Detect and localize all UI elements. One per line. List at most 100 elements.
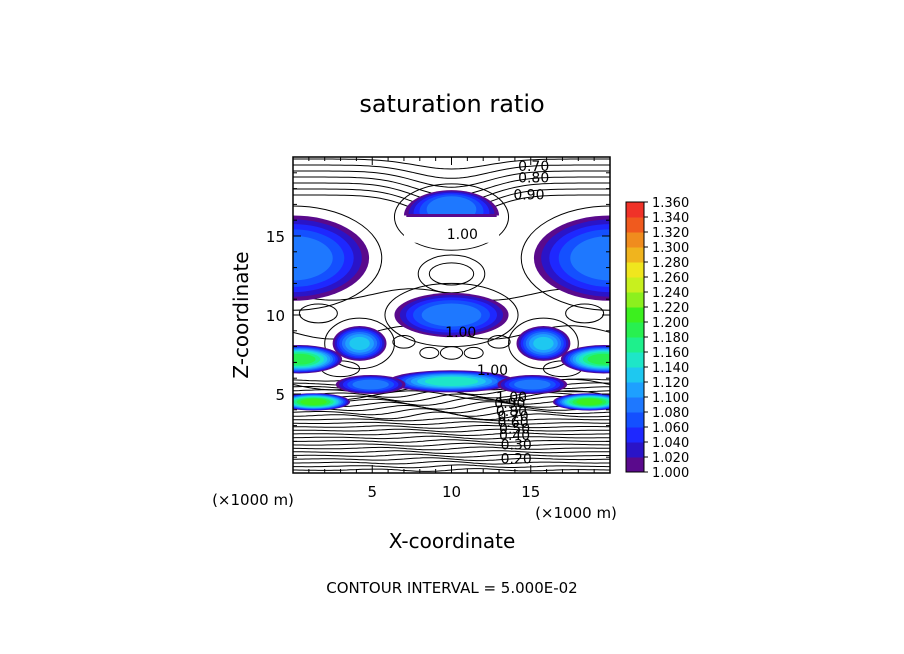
x-unit-label: (×1000 m) — [535, 504, 617, 522]
supersaturation-region — [394, 292, 509, 338]
colorbar-swatch — [626, 337, 644, 353]
contour-loop — [392, 335, 416, 349]
colorbar-label: 1.060 — [652, 421, 689, 436]
supersaturation-region — [516, 326, 571, 361]
colorbar-label: 1.140 — [652, 361, 689, 376]
contour-label: 0.60 — [497, 415, 528, 431]
colorbar-swatch — [626, 217, 644, 233]
z-tick-label: 5 — [275, 386, 285, 404]
contour-line — [293, 453, 610, 458]
contour-label: 0.70 — [518, 159, 549, 175]
supersaturation-region — [332, 326, 387, 361]
contour-line — [293, 450, 610, 454]
plot-area: 0.700.800.901.001.001.001.000.900.800.70… — [266, 156, 611, 501]
region-level-fill — [570, 235, 610, 281]
contour-loop — [419, 346, 440, 359]
colorbar-label: 1.020 — [652, 451, 689, 466]
region-level-fill — [300, 398, 327, 406]
contour-line — [293, 401, 610, 410]
region-level-fill — [514, 379, 551, 390]
contour-loop — [393, 183, 510, 251]
colorbar-label: 1.320 — [652, 226, 689, 241]
supersaturation-region — [403, 190, 500, 243]
supersaturation-region — [388, 370, 515, 393]
supersaturation-region — [533, 215, 610, 301]
contour-lines — [293, 158, 610, 472]
x-tick-label: 5 — [367, 483, 377, 501]
colorbar-label: 1.180 — [652, 331, 689, 346]
contour-line — [293, 170, 610, 188]
supersaturation-region — [293, 215, 370, 301]
contour-loop — [487, 335, 511, 349]
colorbar-label: 1.120 — [652, 376, 689, 391]
colorbar-swatch — [626, 382, 644, 398]
contour-labels: 0.700.800.901.001.001.001.000.900.800.70… — [445, 159, 549, 467]
colorbar-swatch — [626, 277, 644, 293]
contour-loop — [293, 205, 383, 311]
contour-label: 0.90 — [494, 396, 525, 412]
contour-line — [293, 446, 610, 451]
colorbar-label: 1.280 — [652, 256, 689, 271]
x-axis-label: X-coordinate — [389, 529, 516, 553]
contour-line — [293, 164, 610, 179]
colorbar-label: 1.340 — [652, 211, 689, 226]
contour-line — [293, 460, 610, 465]
supersaturation-region — [560, 345, 610, 374]
contour-line — [293, 421, 610, 426]
contour-line — [293, 457, 610, 462]
colorbar-label: 1.100 — [652, 391, 689, 406]
colorbar-swatch — [626, 232, 644, 248]
colorbar-label: 1.080 — [652, 406, 689, 421]
contour-loop — [298, 303, 338, 324]
y-axis-label: Z-coordinate — [229, 251, 253, 378]
contour-line — [293, 439, 610, 443]
x-tick-label: 15 — [521, 483, 540, 501]
colorbar-swatch — [626, 397, 644, 413]
region-level-fill — [352, 379, 389, 390]
contour-label: 0.80 — [518, 170, 549, 186]
contour-loop — [463, 346, 484, 359]
contour-interval-note: CONTOUR INTERVAL = 5.000E-02 — [326, 579, 577, 597]
region-level-fill — [293, 353, 316, 365]
contour-label: 0.20 — [501, 452, 532, 468]
colorbar-swatch — [626, 367, 644, 383]
contour-line — [293, 435, 610, 440]
colorbar-swatch — [626, 307, 644, 323]
colorbar-swatch — [626, 322, 644, 338]
colorbar-swatch — [626, 292, 644, 308]
y-axis-ticks: 5 10 15 — [266, 172, 610, 458]
contour-label: 0.70 — [497, 409, 528, 425]
contour-label: 0.90 — [513, 188, 544, 204]
colorbar: 1.0001.0201.0401.0601.0801.1001.1201.140… — [625, 196, 689, 481]
region-level-fill — [424, 376, 479, 387]
region-level-fill — [587, 353, 610, 365]
contour-label: 0.50 — [499, 422, 530, 438]
contour-line — [293, 405, 610, 414]
colorbar-label: 1.240 — [652, 286, 689, 301]
colorbar-swatch — [626, 427, 644, 443]
region-level-fill — [349, 336, 370, 351]
region-level-fill — [293, 235, 333, 281]
contour-loop — [428, 262, 475, 286]
contour-line — [293, 432, 610, 437]
contour-line — [293, 417, 610, 422]
chart-title: saturation ratio — [359, 90, 544, 118]
contour-label: 0.30 — [501, 437, 532, 453]
colorbar-label: 1.000 — [652, 466, 689, 481]
region-level-fill — [533, 336, 554, 351]
supersaturation-region — [293, 393, 351, 411]
colorbar-label: 1.220 — [652, 301, 689, 316]
supersaturation-regions — [293, 190, 610, 411]
x-tick-label: 10 — [442, 483, 461, 501]
supersaturation-region — [335, 375, 406, 394]
region-level-fill — [421, 303, 482, 327]
colorbar-label: 1.200 — [652, 316, 689, 331]
contour-label: 0.40 — [499, 428, 530, 444]
contour-label: 1.00 — [447, 227, 478, 243]
supersaturation-region — [497, 375, 568, 394]
colorbar-swatch — [626, 262, 644, 278]
region-cut — [403, 215, 500, 243]
z-unit-label: (×1000 m) — [212, 491, 294, 509]
contour-loop — [565, 303, 605, 324]
contour-line — [293, 393, 610, 402]
